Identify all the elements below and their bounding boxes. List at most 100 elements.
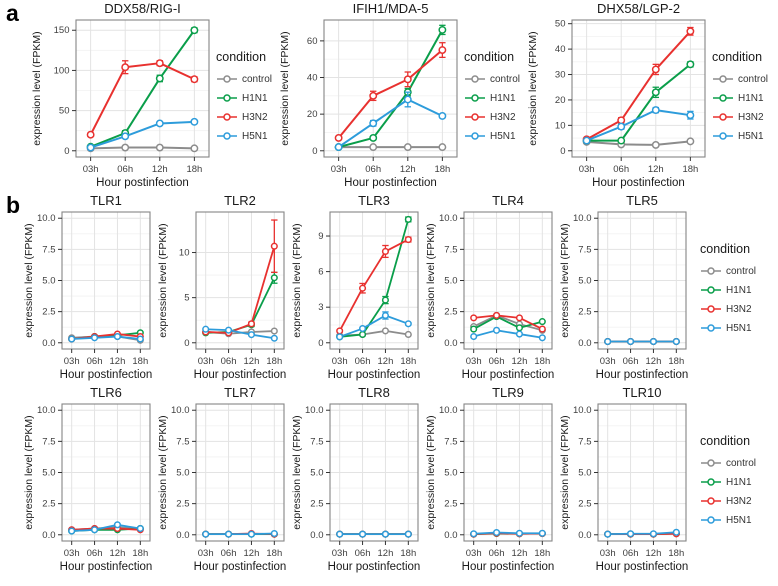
legend-item-H1N1: H1N1 <box>700 284 778 296</box>
y-tick-label: 5.0 <box>578 276 591 287</box>
legend-item-H1N1: H1N1 <box>216 92 278 104</box>
x-tick-label: 06h <box>613 164 629 175</box>
gridlines <box>330 404 418 541</box>
chart-group-IFIH1/MDA-5: 0 20 40 60 03h 06h 12h 18h IFIH1/MDA-5 expression… <box>278 0 526 192</box>
data-point <box>617 116 626 125</box>
legend-item-label: H3N2 <box>490 111 516 123</box>
y-tick-label: 7.5 <box>444 244 457 255</box>
series-line-H5N1 <box>472 531 544 535</box>
series-H5N1 <box>202 325 278 342</box>
x-axis-label: Hour postinfection <box>462 369 555 381</box>
gridlines <box>330 212 418 349</box>
chart-TLR3: 0 3 6 9 03h 06h 12h 18h TLR3 expression level (FP… <box>291 193 420 381</box>
legend-item-label: H1N1 <box>490 92 516 104</box>
data-point <box>651 106 660 115</box>
chart-DDX58/RIG-I: 0 50 100 150 03h 06h 12h 18h DDX58/RIG-I expressi… <box>31 1 210 189</box>
chart-title: TLR7 <box>224 385 256 400</box>
x-tick-label: 06h <box>221 548 237 559</box>
series-line-H3N2 <box>585 30 692 141</box>
series-H5N1 <box>68 521 144 535</box>
y-tick-label: 2.5 <box>444 499 457 510</box>
legend-item-control: control <box>700 457 778 469</box>
legend-key-icon <box>217 75 237 83</box>
x-axis-label: Hour postinfection <box>462 561 555 573</box>
chart-title: TLR5 <box>626 193 658 208</box>
legend-item-label: H3N2 <box>242 111 268 123</box>
y-tick-label: 10 <box>179 248 190 259</box>
data-point <box>470 332 478 341</box>
data-point <box>91 334 99 342</box>
data-point <box>369 91 378 100</box>
plot-border <box>323 19 458 158</box>
series-line-H3N2 <box>472 314 544 330</box>
x-tick-label: 03h <box>83 164 99 175</box>
y-tick-label: 10.0 <box>573 405 592 416</box>
data-point <box>202 325 210 333</box>
legend-item-H3N2: H3N2 <box>216 111 278 123</box>
y-tick-label: 7.5 <box>42 244 55 255</box>
legend-key-icon <box>713 94 733 102</box>
legend-key-icon <box>713 75 733 83</box>
legend-item-control: control <box>712 73 774 85</box>
gridlines <box>62 212 150 349</box>
x-tick-label: 12h <box>110 356 126 367</box>
x-tick-label: 12h <box>648 164 664 175</box>
data-point <box>270 334 278 342</box>
axis-ticks: 0.0 2.5 5.0 7.5 10.0 03h 06h 12h 18h <box>171 405 282 559</box>
x-tick-label: 18h <box>668 356 684 367</box>
y-axis-label: expression level (FPKM) <box>23 223 35 337</box>
legend-key-icon <box>701 267 721 275</box>
panel-b-row-2: 0.0 2.5 5.0 7.5 10.0 03h 06h 12h 18h TLR6 expressi… <box>22 384 778 576</box>
axis-ticks: 0 5 10 03h 06h 12h 18h <box>179 248 282 367</box>
x-tick-label: 03h <box>64 356 80 367</box>
series-line-H5N1 <box>89 120 196 149</box>
data-point <box>582 136 591 145</box>
y-tick-label: 10.0 <box>37 213 56 224</box>
plot-border <box>329 211 419 350</box>
y-tick-label: 50 <box>59 106 70 117</box>
y-tick-label: 10.0 <box>439 213 458 224</box>
legend-key-icon <box>713 132 733 140</box>
y-tick-label: 40 <box>555 44 566 55</box>
data-point <box>359 330 367 339</box>
y-axis-label: expression level (FPKM) <box>527 31 539 145</box>
y-axis-label: expression level (FPKM) <box>157 415 169 529</box>
series-line-H1N1 <box>338 218 410 338</box>
legend-key-icon <box>217 132 237 140</box>
legend-key-icon <box>217 113 237 121</box>
data-point <box>334 134 343 142</box>
data-point <box>538 529 546 537</box>
chart-title: TLR2 <box>224 193 256 208</box>
series-H5N1 <box>336 311 412 341</box>
legend-key-icon <box>465 75 485 83</box>
data-point <box>270 274 278 282</box>
y-tick-label: 60 <box>307 36 318 47</box>
series-line-H5N1 <box>204 328 276 340</box>
chart-TLR8: 0.0 2.5 5.0 7.5 10.0 03h 06h 12h 18h TLR8 expressi… <box>291 385 420 573</box>
chart-TLR4: 0.0 2.5 5.0 7.5 10.0 03h 06h 12h 18h TLR4 expressi… <box>425 193 555 381</box>
legend-item-H5N1: H5N1 <box>464 130 526 142</box>
x-tick-label: 12h <box>512 548 528 559</box>
data-point <box>649 530 657 538</box>
panel-a-charts: 0 50 100 150 03h 06h 12h 18h DDX58/RIG-I expressi… <box>30 0 774 192</box>
data-point <box>155 59 164 68</box>
data-point <box>86 143 95 152</box>
y-tick-label: 10.0 <box>439 405 458 416</box>
legend-item-label: H3N2 <box>738 111 764 123</box>
gridlines <box>62 404 150 541</box>
x-tick-label: 12h <box>646 548 662 559</box>
legend-item-control: control <box>700 265 778 277</box>
legend-title: condition <box>464 50 515 64</box>
x-axis-label: Hour postinfection <box>596 369 689 381</box>
plot-background <box>76 20 209 157</box>
x-axis-label: Hour postinfection <box>592 177 685 189</box>
x-tick-label: 06h <box>365 164 381 175</box>
chart-title: TLR8 <box>358 385 390 400</box>
legend-title: condition <box>700 242 751 256</box>
data-point <box>438 46 447 54</box>
legend-item-label: H3N2 <box>726 495 752 507</box>
y-axis-label: expression level (FPKM) <box>559 223 571 337</box>
x-axis-label: Hour postinfection <box>344 177 437 189</box>
chart-TLR5: 0.0 2.5 5.0 7.5 10.0 03h 06h 12h 18h TLR5 expressi… <box>559 193 689 381</box>
y-tick-label: 7.5 <box>176 436 189 447</box>
